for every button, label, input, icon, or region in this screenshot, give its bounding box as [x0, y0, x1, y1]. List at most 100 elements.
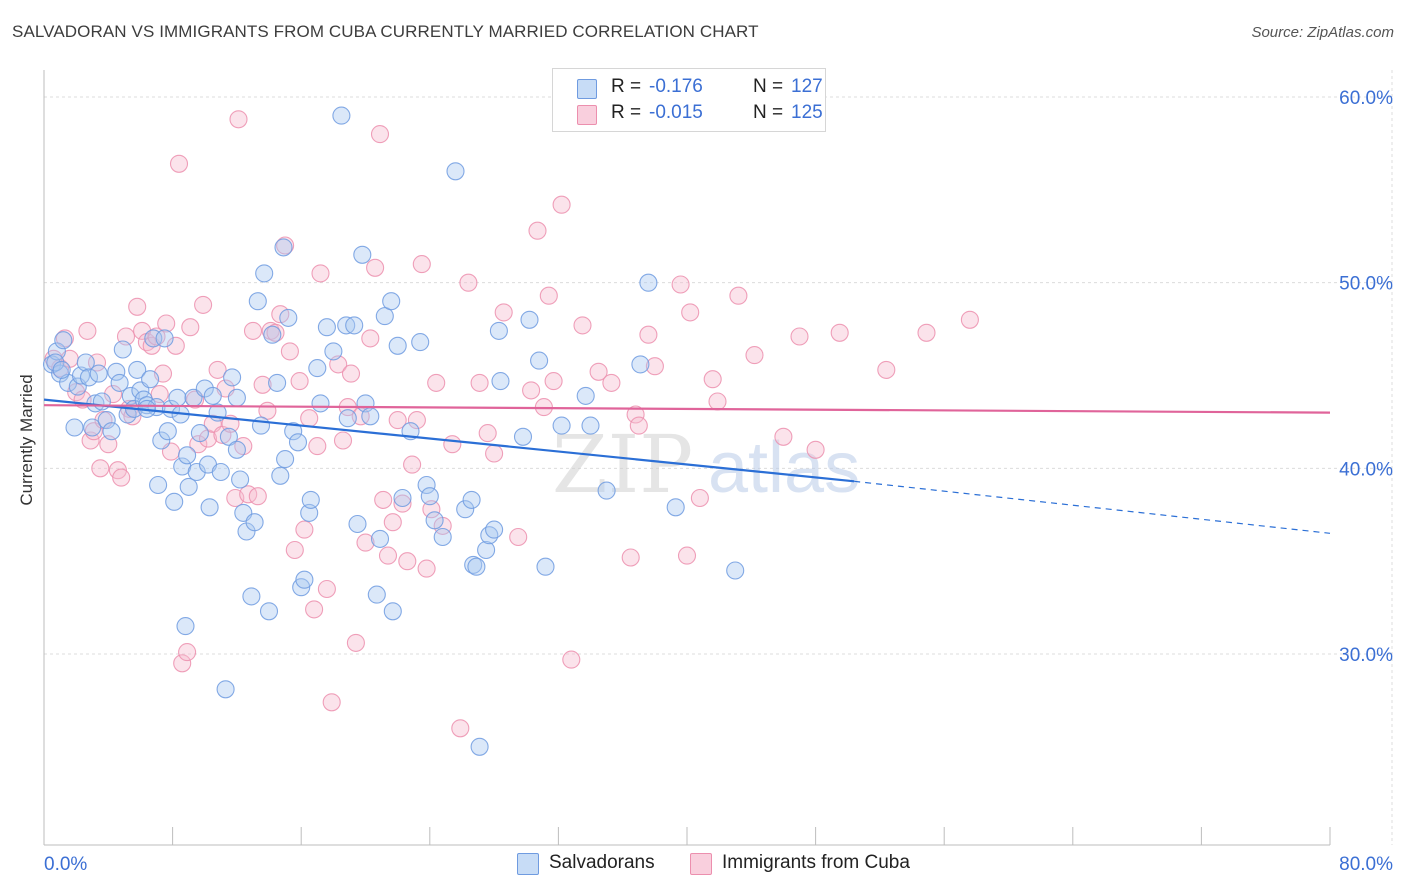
salvadoran-point — [295, 570, 314, 589]
salvadoran-point — [552, 416, 571, 435]
salvadoran-point — [200, 498, 219, 517]
cuba-point — [253, 375, 272, 394]
cuba-point — [470, 373, 489, 392]
cuba-point — [451, 719, 470, 738]
salvadoran-point — [367, 585, 386, 604]
salvadoran-point — [631, 355, 650, 374]
x-tick-label: 80.0% — [1339, 854, 1393, 875]
salvadoran-point — [54, 331, 73, 350]
salvadoran-point — [245, 513, 264, 532]
cuba-point — [333, 431, 353, 450]
y-tick-label: 50.0% — [1339, 274, 1393, 295]
salvadoran-point — [338, 409, 357, 428]
salvadoran-point — [456, 500, 475, 519]
salvadoran-point — [46, 353, 65, 372]
salvadoran-point — [470, 737, 489, 756]
salvadoran-point — [311, 394, 330, 413]
salvadoran-point — [576, 386, 595, 405]
legend-r-label: R = — [611, 102, 642, 123]
cuba-point — [300, 409, 319, 428]
cuba-point — [917, 323, 936, 342]
cuba-point — [317, 579, 336, 599]
salvadoran-point — [149, 475, 168, 495]
cuba-point — [280, 342, 299, 361]
salvadoran-point — [271, 466, 290, 485]
cuba-point — [602, 373, 621, 392]
series-salvadoran-points — [42, 106, 745, 756]
cuba-point — [690, 488, 709, 508]
salvadoran-point — [83, 418, 102, 437]
legend-n-label: N = — [753, 76, 784, 97]
cuba-point — [681, 303, 700, 322]
cuba-point — [629, 416, 648, 435]
cuba-point — [243, 321, 263, 340]
cuba-point — [290, 372, 309, 391]
cuba-point — [522, 381, 541, 400]
salvadoran-point — [110, 373, 129, 392]
salvadoran-point — [382, 292, 401, 311]
salvadoran-point — [231, 470, 250, 489]
salvadoran-point — [223, 368, 242, 387]
salvadoran-point — [639, 273, 658, 292]
y-axis-label-wrap: Currently Married — [14, 340, 40, 540]
cuba-point — [383, 513, 402, 532]
cuba-point — [485, 444, 504, 463]
salvadoran-point — [255, 264, 274, 283]
bottom-legend-swatch-cuba — [690, 853, 712, 875]
salvadoran-point — [388, 336, 407, 355]
cuba-point — [573, 316, 592, 335]
salvadoran-point — [179, 477, 198, 496]
salvadoran-point — [176, 617, 195, 636]
salvadoran-point — [308, 359, 327, 378]
salvadoran-trend-extension — [854, 480, 1331, 534]
salvadoran-point — [97, 411, 116, 430]
salvadoran-point — [536, 557, 555, 576]
cuba-point — [370, 125, 390, 144]
cuba-point — [311, 264, 330, 283]
bottom-legend-label-cuba: Immigrants from Cuba — [722, 852, 910, 873]
cuba-point — [790, 327, 809, 346]
salvadoran-point — [530, 351, 549, 370]
salvadoran-point — [107, 362, 126, 381]
cuba-point — [539, 286, 558, 305]
salvadoran-point — [141, 370, 160, 389]
cuba-point — [295, 520, 314, 539]
y-tick-label: 30.0% — [1339, 645, 1393, 666]
salvadoran-point — [190, 424, 209, 443]
salvadoran-point — [513, 427, 533, 446]
cuba-point — [194, 295, 213, 314]
salvadoran-point — [242, 587, 261, 606]
cuba-point — [366, 258, 385, 277]
salvadoran-point — [420, 487, 439, 506]
cuba-point — [166, 336, 185, 355]
cuba-point — [639, 325, 658, 344]
y-tick-label: 60.0% — [1339, 88, 1393, 109]
salvadoran-point — [491, 372, 510, 391]
cuba-point — [341, 364, 361, 383]
cuba-point — [112, 468, 131, 487]
legend-r-value: -0.015 — [649, 102, 703, 123]
watermark: ZIP atlas — [552, 418, 860, 511]
y-tick-label: 40.0% — [1339, 459, 1393, 480]
cuba-point — [645, 357, 664, 376]
salvadoran-point — [300, 503, 319, 522]
cuba-point — [173, 654, 192, 673]
legend-swatch-cuba — [577, 105, 597, 125]
salvadoran-point — [581, 416, 600, 435]
cuba-point — [877, 360, 896, 379]
cuba-point — [417, 559, 436, 578]
cuba-point — [412, 255, 431, 274]
salvadoran-point — [425, 511, 444, 530]
cuba-point — [157, 314, 176, 333]
cuba-point — [181, 318, 200, 337]
cuba-point — [621, 548, 640, 567]
cuba-point — [388, 411, 407, 430]
cuba-point — [266, 323, 285, 342]
bottom-legend-swatch-salvadorans — [517, 853, 539, 875]
cuba-point — [178, 643, 197, 662]
salvadoran-point — [227, 388, 246, 407]
salvadoran-point — [263, 325, 282, 344]
salvadoran-point — [178, 446, 197, 465]
cuba-point — [745, 346, 764, 365]
cuba-point — [443, 435, 462, 454]
